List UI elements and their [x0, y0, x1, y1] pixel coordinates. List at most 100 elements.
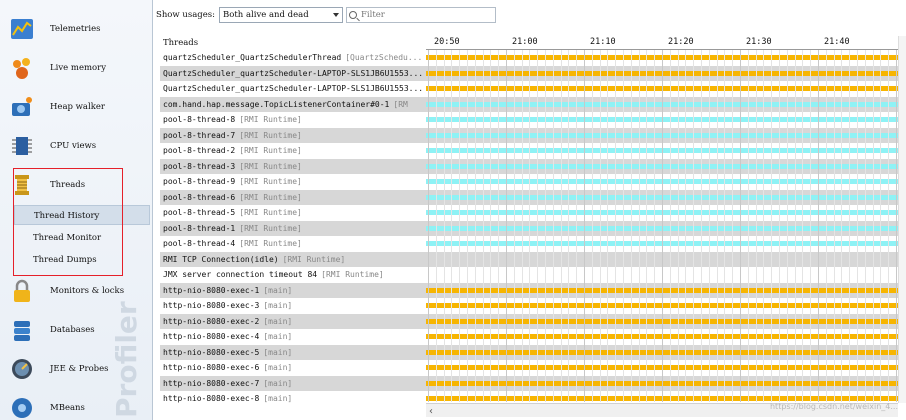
- sidebar-subitem-thread-monitor[interactable]: Thread Monitor: [33, 233, 102, 243]
- thread-group: [RMI Runtime]: [239, 192, 302, 202]
- thread-group: [RMI Runtime]: [239, 223, 302, 233]
- thread-row[interactable]: quartzScheduler_QuartzSchedulerThread [Qu…: [160, 50, 426, 66]
- live-memory-icon: [10, 56, 34, 80]
- thread-row[interactable]: http-nio-8080-exec-8 [main]: [160, 391, 426, 407]
- thread-name: pool-8-thread-4: [163, 239, 236, 248]
- thread-name: pool-8-thread-8: [163, 115, 236, 124]
- grid-line: [537, 50, 539, 402]
- vertical-brand-label: Profiler: [110, 301, 143, 418]
- grid-line: [716, 50, 718, 402]
- sidebar-item-label: Monitors & locks: [50, 286, 125, 296]
- thread-row[interactable]: http-nio-8080-exec-6 [main]: [160, 360, 426, 376]
- grid-line: [818, 50, 819, 402]
- sidebar-subitem-thread-history[interactable]: Thread History: [14, 205, 150, 225]
- thread-name: pool-8-thread-1: [163, 223, 236, 233]
- thread-group: [main]: [263, 378, 293, 388]
- thread-name: http-nio-8080-exec-3: [163, 301, 260, 310]
- thread-name: pool-8-thread-6: [163, 192, 236, 202]
- sidebar-item-telemetries[interactable]: Telemetries: [0, 10, 152, 48]
- grid-line: [428, 50, 429, 402]
- sidebar: Telemetries Live memory Heap walker CPU …: [0, 0, 153, 420]
- time-tick-label: 21:40: [824, 37, 850, 47]
- thread-row[interactable]: pool-8-thread-1 [RMI Runtime]: [160, 220, 426, 236]
- thread-row[interactable]: pool-8-thread-8 [RMI Runtime]: [160, 112, 426, 128]
- sidebar-subitem-thread-dumps[interactable]: Thread Dumps: [33, 255, 97, 265]
- grid-line: [638, 50, 640, 402]
- sidebar-item-label: CPU views: [50, 141, 97, 151]
- mbeans-icon: [10, 396, 34, 420]
- thread-name: pool-8-thread-9: [163, 177, 236, 186]
- thread-group: [RMI Runtime]: [239, 161, 302, 171]
- thread-row[interactable]: http-nio-8080-exec-1 [main]: [160, 282, 426, 298]
- thread-row[interactable]: com.hand.hap.message.TopicListenerContai…: [160, 96, 426, 112]
- thread-row[interactable]: http-nio-8080-exec-4 [main]: [160, 329, 426, 345]
- thread-name: QuartzScheduler_quartzScheduler-LAPTOP-S…: [163, 68, 424, 78]
- thread-row[interactable]: pool-8-thread-7 [RMI Runtime]: [160, 127, 426, 143]
- thread-row[interactable]: http-nio-8080-exec-7 [main]: [160, 375, 426, 391]
- thread-group: [RMI Runtime]: [239, 130, 302, 140]
- thread-name: http-nio-8080-exec-1: [163, 285, 260, 295]
- thread-name: com.hand.hap.message.TopicListenerContai…: [163, 99, 390, 109]
- thread-row[interactable]: http-nio-8080-exec-3 [main]: [160, 298, 426, 314]
- thread-group: [main]: [263, 394, 293, 403]
- thread-row[interactable]: pool-8-thread-2 [RMI Runtime]: [160, 143, 426, 159]
- grid-line: [755, 50, 757, 402]
- grid-line: [888, 50, 890, 402]
- thread-row[interactable]: JMX server connection timeout 84 [RMI Run…: [160, 267, 426, 283]
- grid-line: [833, 50, 835, 402]
- thread-list-header: Threads: [163, 38, 199, 48]
- thread-row[interactable]: pool-8-thread-6 [RMI Runtime]: [160, 189, 426, 205]
- sidebar-item-cpu-views[interactable]: CPU views: [0, 127, 152, 165]
- thread-group: [RMI Runtime]: [239, 146, 302, 155]
- grid-line: [872, 50, 874, 402]
- thread-row[interactable]: RMI TCP Connection(idle) [RMI Runtime]: [160, 251, 426, 267]
- thread-group: [QuartzSchedu...: [345, 53, 423, 62]
- sidebar-item-label: MBeans: [50, 403, 85, 413]
- thread-row[interactable]: QuartzScheduler_quartzScheduler-LAPTOP-S…: [160, 81, 426, 97]
- grid-line: [864, 50, 866, 402]
- threads-icon: [10, 173, 34, 197]
- grid-line: [677, 50, 679, 402]
- usage-select[interactable]: Both alive and dead: [219, 7, 343, 23]
- thread-name: QuartzScheduler_quartzScheduler-LAPTOP-S…: [163, 84, 424, 93]
- thread-group: [main]: [263, 301, 293, 310]
- thread-row[interactable]: http-nio-8080-exec-2 [main]: [160, 313, 426, 329]
- grid-line: [513, 50, 515, 402]
- grid-line: [435, 50, 437, 402]
- sidebar-item-mbeans[interactable]: MBeans: [0, 389, 152, 420]
- thread-group: [RMI Runtime]: [239, 208, 302, 217]
- time-tick-label: 21:00: [512, 37, 538, 47]
- filter-input[interactable]: Filter: [346, 7, 496, 23]
- sidebar-item-label: JEE & Probes: [50, 364, 109, 374]
- grid-line: [545, 50, 546, 402]
- thread-row[interactable]: pool-8-thread-5 [RMI Runtime]: [160, 205, 426, 221]
- grid-line: [747, 50, 749, 402]
- thread-row[interactable]: pool-8-thread-3 [RMI Runtime]: [160, 158, 426, 174]
- thread-group: [RMI Runtime]: [239, 115, 302, 124]
- sidebar-item-heap-walker[interactable]: Heap walker: [0, 88, 152, 126]
- thread-row[interactable]: pool-8-thread-9 [RMI Runtime]: [160, 174, 426, 190]
- horizontal-scrollbar[interactable]: ‹: [426, 403, 898, 417]
- thread-row[interactable]: QuartzScheduler_quartzScheduler-LAPTOP-S…: [160, 65, 426, 81]
- thread-name: http-nio-8080-exec-2: [163, 316, 260, 326]
- grid-line: [451, 50, 453, 402]
- thread-group: [main]: [263, 347, 293, 357]
- sidebar-item-jee-probes[interactable]: JEE & Probes: [0, 350, 152, 388]
- thread-group: [main]: [263, 285, 293, 295]
- thread-name: pool-8-thread-3: [163, 161, 236, 171]
- sidebar-item-databases[interactable]: Databases: [0, 311, 152, 349]
- thread-row[interactable]: http-nio-8080-exec-5 [main]: [160, 344, 426, 360]
- grid-line: [802, 50, 804, 402]
- vertical-scrollbar[interactable]: [898, 36, 906, 403]
- thread-group: [RMI Runtime]: [321, 270, 384, 279]
- sidebar-item-monitors-locks[interactable]: Monitors & locks: [0, 272, 152, 310]
- scroll-left-arrow-icon[interactable]: ‹: [429, 406, 433, 417]
- sidebar-item-live-memory[interactable]: Live memory: [0, 49, 152, 87]
- grid-line: [482, 50, 484, 402]
- thread-name: http-nio-8080-exec-7: [163, 378, 260, 388]
- watermark-text: https://blog.csdn.net/weixin_4...: [769, 402, 898, 411]
- grid-line: [763, 50, 765, 402]
- thread-row[interactable]: pool-8-thread-4 [RMI Runtime]: [160, 236, 426, 252]
- sidebar-item-threads[interactable]: Threads: [0, 166, 152, 204]
- thread-name: quartzScheduler_QuartzSchedulerThread: [163, 53, 342, 62]
